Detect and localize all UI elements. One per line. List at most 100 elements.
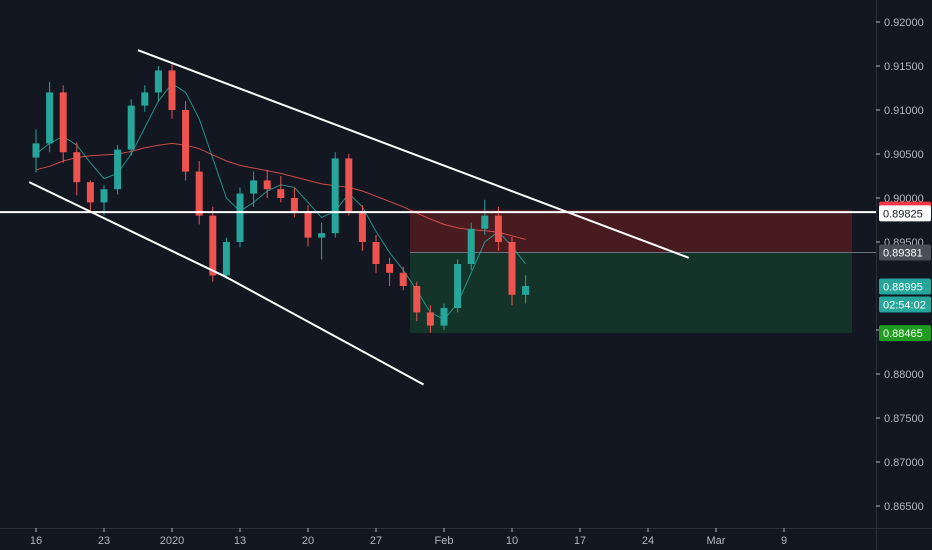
candle (345, 154, 353, 216)
price-tick-label: 0.90500 (884, 149, 924, 161)
candle (195, 161, 203, 225)
price-tag-label: 0.89381 (883, 247, 923, 259)
candle-body (494, 215, 502, 242)
candle-body (386, 264, 394, 273)
price-tag: 0.89381 (879, 244, 931, 261)
price-tick-label: 0.91500 (884, 61, 924, 73)
candle-body (345, 158, 353, 212)
time-tick-label: 2020 (160, 535, 184, 547)
price-tags: 0.898680.898250.893810.8899502:54:020.88… (879, 201, 931, 342)
price-axis[interactable]: 0.920000.915000.910000.905000.900000.895… (876, 0, 924, 550)
candle-body (318, 233, 326, 238)
price-tick-label: 0.91000 (884, 105, 924, 117)
candle-body (413, 286, 421, 313)
candle-body (331, 158, 339, 234)
trend-line[interactable] (137, 49, 690, 259)
candle (114, 145, 122, 195)
candle-body (481, 215, 489, 229)
candle-body (358, 211, 366, 242)
candle-body (222, 242, 230, 276)
time-tick-label: 13 (234, 535, 246, 547)
candle-body (59, 92, 67, 153)
candle (250, 171, 258, 207)
candle-body (508, 242, 516, 295)
candle (318, 222, 326, 260)
time-tick-label: 9 (781, 535, 787, 547)
candle-body (86, 182, 94, 203)
candle (386, 257, 394, 286)
candle (236, 187, 244, 248)
time-tick-label: 23 (98, 535, 110, 547)
candle (426, 305, 434, 333)
time-tick-label: Feb (435, 535, 454, 547)
price-tag: 02:54:02 (879, 296, 931, 313)
candle-body (426, 312, 434, 326)
time-tick-label: 24 (642, 535, 654, 547)
candle (222, 237, 230, 279)
candle-body (454, 264, 462, 308)
take-profit-zone[interactable] (410, 252, 852, 334)
candle (440, 303, 448, 330)
price-tag: 0.89825 (879, 205, 931, 222)
candle (508, 236, 516, 306)
price-tick-label: 0.86500 (884, 501, 924, 513)
candle (481, 199, 489, 235)
price-tick-label: 0.88000 (884, 369, 924, 381)
candle (100, 184, 108, 216)
time-tick-label: 16 (30, 535, 42, 547)
trend-line[interactable] (225, 276, 425, 386)
candle-body (250, 180, 258, 194)
time-axis[interactable]: 16 23 2020 13 20 27 Feb 10 17 24 Mar 9 (0, 528, 932, 547)
candle (522, 275, 530, 304)
price-tag-background (879, 296, 931, 313)
candle (73, 142, 81, 196)
price-tag-label: 0.88465 (883, 328, 923, 340)
price-tag-background (879, 244, 931, 261)
candle (454, 259, 462, 313)
candle-body (399, 272, 407, 286)
candle (467, 222, 475, 271)
candle-body (32, 143, 40, 158)
time-tick-label: 17 (574, 535, 586, 547)
candle-body (46, 92, 54, 144)
candles (32, 64, 530, 333)
drawn-lines[interactable] (0, 49, 876, 386)
candle-body (522, 286, 530, 295)
time-tick-label: 27 (370, 535, 382, 547)
candle (331, 152, 339, 238)
candle (413, 281, 421, 322)
candle (263, 169, 271, 198)
candle-body (168, 70, 176, 110)
candle (141, 85, 149, 112)
candle (86, 180, 94, 212)
candle (127, 99, 135, 156)
price-tick-label: 0.87500 (884, 413, 924, 425)
trend-line[interactable] (28, 181, 227, 279)
candle-body (154, 70, 162, 93)
candle-body (141, 92, 149, 106)
candle-body (372, 242, 380, 264)
candle-body (277, 189, 285, 198)
candle-body (263, 180, 271, 190)
candle-body (236, 193, 244, 242)
price-tag-background (879, 325, 931, 342)
candle-body (100, 189, 108, 203)
candle (32, 129, 40, 173)
stop-loss-zone[interactable] (410, 209, 852, 253)
price-tag-background (879, 278, 931, 295)
position-zones (410, 209, 876, 334)
candle (209, 206, 217, 282)
candle-body (195, 171, 203, 216)
price-tick-label: 0.92000 (884, 17, 924, 29)
candle (154, 66, 162, 102)
candle-body (467, 228, 475, 264)
candle-body (440, 308, 448, 326)
candle-body (114, 149, 122, 190)
candle (372, 234, 380, 273)
candle (59, 85, 67, 163)
price-tag-label: 02:54:02 (883, 299, 926, 311)
time-tick-label: 10 (506, 535, 518, 547)
time-tick-label: 20 (302, 535, 314, 547)
price-tag-label: 0.89825 (883, 208, 923, 220)
